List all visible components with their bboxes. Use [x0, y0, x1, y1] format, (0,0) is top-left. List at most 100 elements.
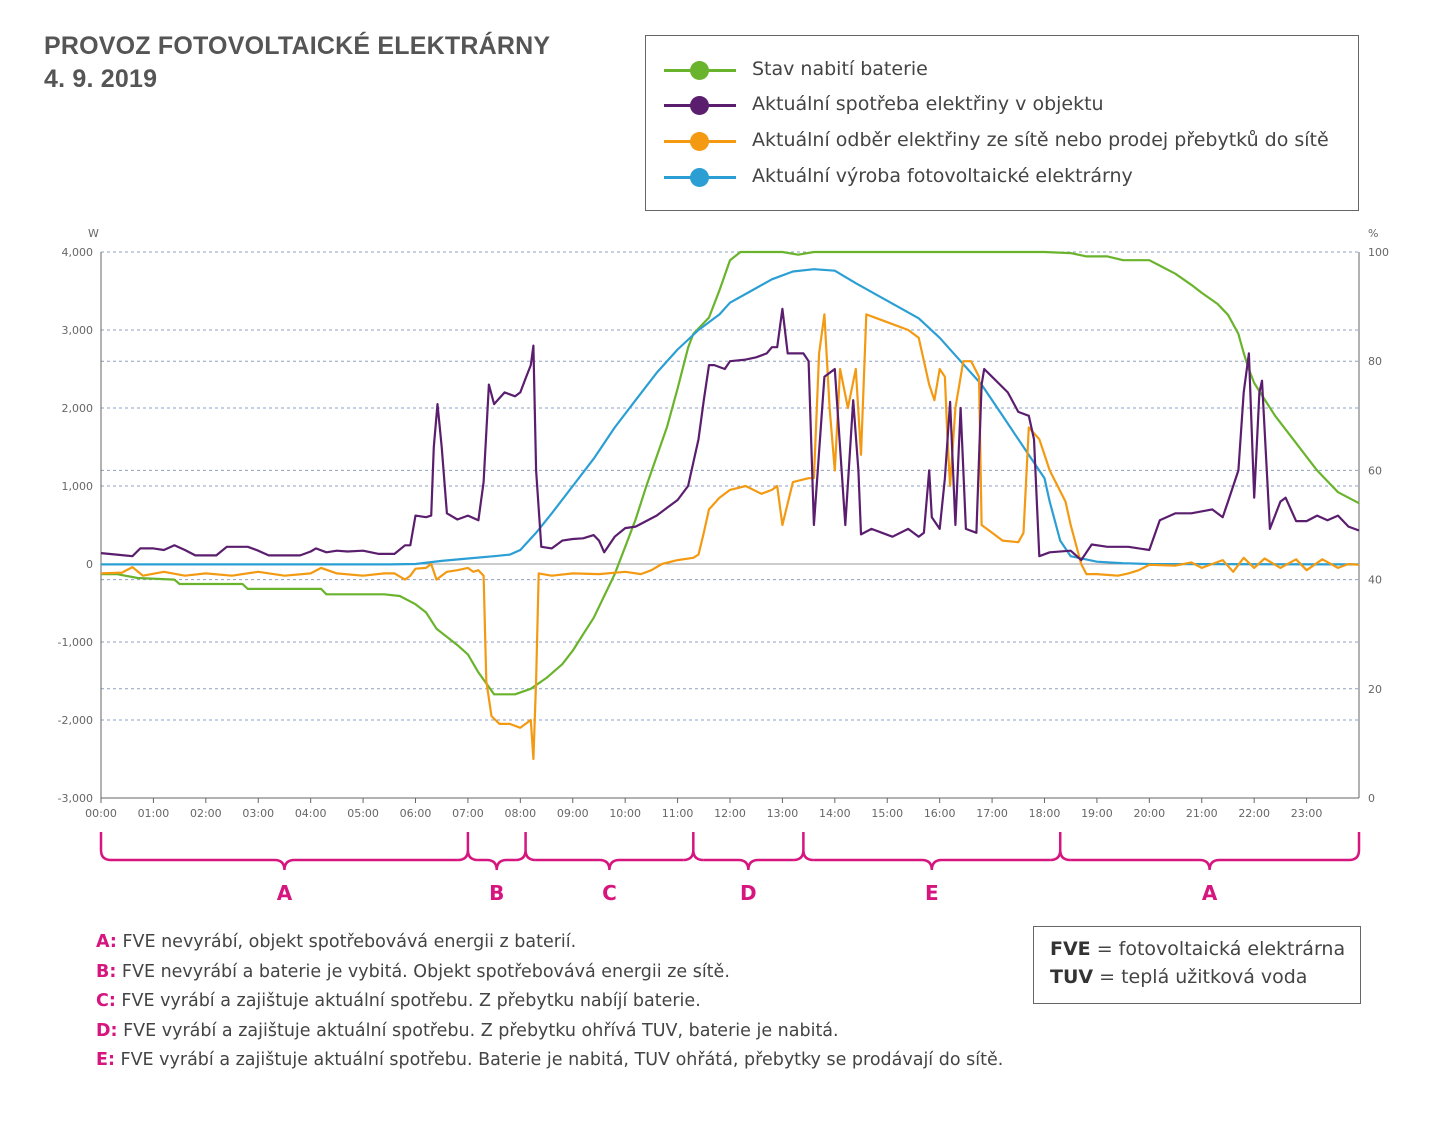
x-tick-label: 12:00 [714, 807, 746, 820]
segment-label: D [740, 881, 757, 905]
grid [101, 251, 1359, 799]
abbreviations-box: FVE = fotovoltaická elektrárna TUV = tep… [1033, 926, 1361, 1004]
x-tick-label: 20:00 [1133, 807, 1165, 820]
x-tick-label: 02:00 [190, 807, 222, 820]
left-tick-label: -2,000 [58, 714, 93, 727]
note-a: A: FVE nevyrábí, objekt spotřebovává ene… [96, 928, 1003, 958]
bracket-segment [477, 858, 516, 871]
x-tick-label: 07:00 [452, 807, 484, 820]
segment-label: A [277, 881, 293, 905]
x-tick-label: 10:00 [609, 807, 641, 820]
right-tick-label: 100 [1368, 246, 1389, 259]
left-tick-label: 4,000 [62, 246, 94, 259]
note-e-key: E: [96, 1050, 115, 1070]
chart-title-date: 4. 9. 2019 [44, 65, 158, 93]
left-tick-label: 3,000 [62, 324, 94, 337]
x-tick-label: 18:00 [1029, 807, 1061, 820]
x-tick-label: 01:00 [138, 807, 170, 820]
right-tick-label: 40 [1368, 574, 1382, 587]
legend-label-grid: Aktuální odběr elektřiny ze sítě nebo pr… [752, 129, 1329, 151]
segment-label: E [925, 881, 939, 905]
x-tick-label: 03:00 [242, 807, 274, 820]
x-tick-label: 13:00 [767, 807, 799, 820]
legend-dot-battery [690, 61, 709, 80]
note-e-text: FVE vyrábí a zajištuje aktuální spotřebu… [114, 1050, 1004, 1070]
x-tick-label: 15:00 [871, 807, 903, 820]
chart-title: PROVOZ FOTOVOLTAICKÉ ELEKTRÁRNY 4. 9. 20… [44, 30, 550, 96]
x-tick-label: 19:00 [1081, 807, 1113, 820]
legend: Stav nabití baterie Aktuální spotřeba el… [645, 35, 1359, 211]
note-d-text: FVE vyrábí a zajištuje aktuální spotřebu… [117, 1020, 839, 1041]
legend-label-production: Aktuální výroba fotovoltaické elektrárny [752, 165, 1133, 187]
bracket-segment [535, 858, 684, 871]
note-c: C: FVE vyrábí a zajištuje aktuální spotř… [96, 987, 1003, 1017]
segment-notes: A: FVE nevyrábí, objekt spotřebovává ene… [96, 928, 1003, 1076]
note-c-text: FVE vyrábí a zajištuje aktuální spotřebu… [115, 991, 701, 1011]
note-e: E: FVE vyrábí a zajištuje aktuální spotř… [96, 1046, 1003, 1076]
left-axis-unit: W [88, 227, 99, 240]
abbr-tuv: TUV = teplá užitková voda [1050, 963, 1360, 991]
bracket-divider [457, 832, 478, 862]
bracket-divider [515, 832, 536, 862]
x-tick-label: 21:00 [1186, 807, 1218, 820]
production-line [101, 268, 1360, 566]
segment-label: B [489, 881, 504, 905]
note-b: B: FVE nevyrábí a baterie je vybitá. Obj… [96, 958, 1003, 988]
line-chart: W % 4,000 3,000 2,000 1,000 0 -1,000 -2,000 -3,… [58, 227, 1389, 905]
x-tick-label: 06:00 [400, 807, 432, 820]
segment-label: C [602, 881, 617, 905]
right-tick-label: 80 [1368, 355, 1382, 368]
abbr-fve: FVE = fotovoltaická elektrárna [1050, 935, 1360, 963]
x-tick-label: 00:00 [85, 807, 117, 820]
bracket-divider [793, 832, 814, 862]
axes: 4,000 3,000 2,000 1,000 0 -1,000 -2,000 -3,000 1… [58, 246, 1389, 820]
note-a-text: FVE nevyrábí, objekt spotřebovává energi… [116, 932, 577, 952]
x-tick-label: 04:00 [295, 807, 327, 820]
left-tick-label: 0 [86, 558, 93, 571]
bracket-divider [1050, 832, 1071, 862]
legend-dot-grid [690, 132, 709, 151]
series-lines [100, 250, 1360, 761]
note-b-key: B: [96, 961, 117, 982]
legend-label-battery: Stav nabití baterie [752, 58, 928, 80]
abbr-fve-key: FVE [1050, 938, 1091, 960]
note-d-key: D: [96, 1020, 118, 1041]
note-b-text: FVE nevyrábí a baterie je vybitá. Objekt… [116, 961, 730, 982]
left-tick-label: -3,000 [58, 792, 93, 805]
right-axis-unit: % [1368, 227, 1378, 240]
abbr-tuv-text: = teplá užitková voda [1093, 966, 1308, 988]
left-tick-label: 1,000 [62, 480, 94, 493]
note-c-key: C: [96, 991, 116, 1011]
grid-line [100, 313, 1360, 761]
legend-dot-consumption [690, 96, 709, 115]
bracket-segment [111, 858, 458, 871]
x-tick-label: 09:00 [557, 807, 589, 820]
segment-label: A [1202, 881, 1218, 905]
note-a-key: A: [96, 932, 117, 952]
bracket-divider [683, 832, 704, 862]
right-tick-label: 20 [1368, 683, 1382, 696]
legend-dot-production [690, 168, 709, 187]
x-tick-label: 22:00 [1238, 807, 1270, 820]
bracket-start [99, 832, 112, 862]
x-tick-label: 14:00 [819, 807, 851, 820]
right-tick-label: 0 [1368, 792, 1375, 805]
chart-title-main: PROVOZ FOTOVOLTAICKÉ ELEKTRÁRNY [44, 32, 551, 60]
consumption-line [100, 307, 1360, 562]
x-tick-label: 05:00 [347, 807, 379, 820]
x-tick-label: 11:00 [662, 807, 694, 820]
note-d: D: FVE vyrábí a zajištuje aktuální spotř… [96, 1017, 1003, 1047]
right-tick-label: 60 [1368, 464, 1382, 477]
abbr-fve-text: = fotovoltaická elektrárna [1090, 938, 1346, 960]
x-tick-label: 08:00 [504, 807, 536, 820]
bracket-segment [703, 858, 794, 871]
x-tick-label: 17:00 [976, 807, 1008, 820]
battery-line [101, 250, 1360, 696]
x-tick-label: 16:00 [924, 807, 956, 820]
left-tick-label: 2,000 [62, 402, 94, 415]
bracket-segment [813, 858, 1051, 871]
bracket-end [1348, 832, 1361, 862]
x-tick-label: 23:00 [1291, 807, 1323, 820]
left-tick-label: -1,000 [58, 636, 93, 649]
